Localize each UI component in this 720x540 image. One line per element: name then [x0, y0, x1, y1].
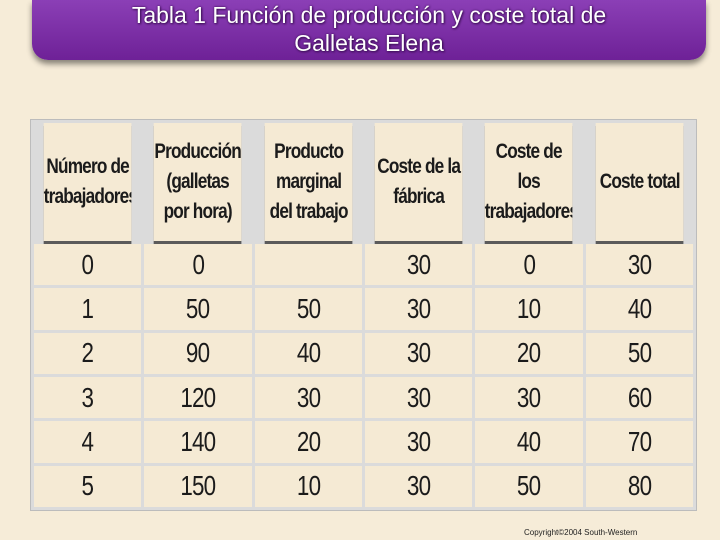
header-total-cost: Coste total	[595, 123, 684, 241]
page-title-line-1: Tabla 1 Función de producción y coste to…	[131, 2, 607, 28]
table-row: 4 140 20 30 40 70	[34, 421, 693, 463]
table-cell: 140	[144, 421, 252, 463]
table-header-row: Número de trabajadores Producción (galle…	[34, 123, 693, 241]
copyright-notice: Copyright©2004 South-Western	[524, 528, 638, 537]
table-cell: 40	[585, 288, 693, 330]
table-cell: 20	[475, 332, 583, 374]
table-cell: 40	[254, 332, 362, 374]
table-cell: 60	[585, 376, 693, 419]
table-cell: 0	[475, 244, 583, 286]
table-cell: 30	[475, 376, 583, 419]
table-cell: 50	[585, 332, 693, 374]
table-cell: 30	[585, 244, 693, 286]
table-cell: 0	[34, 244, 142, 286]
header-workers: Número de trabajadores	[43, 123, 132, 241]
header-worker-cost: Coste de los trabajadores	[484, 123, 573, 241]
table-cell: 50	[475, 465, 583, 507]
table-cell: 30	[364, 465, 473, 507]
table-cell: 80	[585, 465, 693, 507]
table-row: 0 0 30 0 30	[34, 244, 693, 286]
table-cell: 150	[144, 465, 252, 507]
production-cost-table: Número de trabajadores Producción (galle…	[30, 119, 697, 511]
table-cell: 30	[364, 244, 473, 286]
table-row: 1 50 50 30 10 40	[34, 288, 693, 330]
header-factory-cost: Coste de la fábrica	[374, 123, 463, 241]
table-cell: 2	[34, 332, 142, 374]
table-cell: 10	[254, 465, 362, 507]
table-cell: 30	[364, 288, 473, 330]
table-cell: 30	[364, 376, 473, 419]
table-cell: 40	[475, 421, 583, 463]
table-cell: 20	[254, 421, 362, 463]
table-cell: 0	[144, 244, 252, 286]
table-row: 5 150 10 30 50 80	[34, 465, 693, 507]
page-title: Tabla 1 Función de producción y coste to…	[32, 1, 706, 57]
table-cell: 5	[34, 465, 142, 507]
table-cell: 50	[254, 288, 362, 330]
table-cell: 30	[364, 421, 473, 463]
table-cell: 30	[254, 376, 362, 419]
table-cell: 70	[585, 421, 693, 463]
table-cell: 90	[144, 332, 252, 374]
table-cell: 10	[475, 288, 583, 330]
table-cell: 1	[34, 288, 142, 330]
table-cell: 30	[364, 332, 473, 374]
table-cell: 3	[34, 376, 142, 419]
header-output: Producción (galletas por hora)	[153, 123, 242, 241]
table-cell: 120	[144, 376, 252, 419]
table-cell: 4	[34, 421, 142, 463]
page-title-line-2: Galletas Elena	[294, 30, 444, 56]
header-marginal-product: Producto marginal del trabajo	[264, 123, 353, 241]
table-row: 3 120 30 30 30 60	[34, 376, 693, 419]
table-row: 2 90 40 30 20 50	[34, 332, 693, 374]
table-cell	[254, 244, 362, 286]
title-banner	[32, 0, 706, 60]
table-cell: 50	[144, 288, 252, 330]
